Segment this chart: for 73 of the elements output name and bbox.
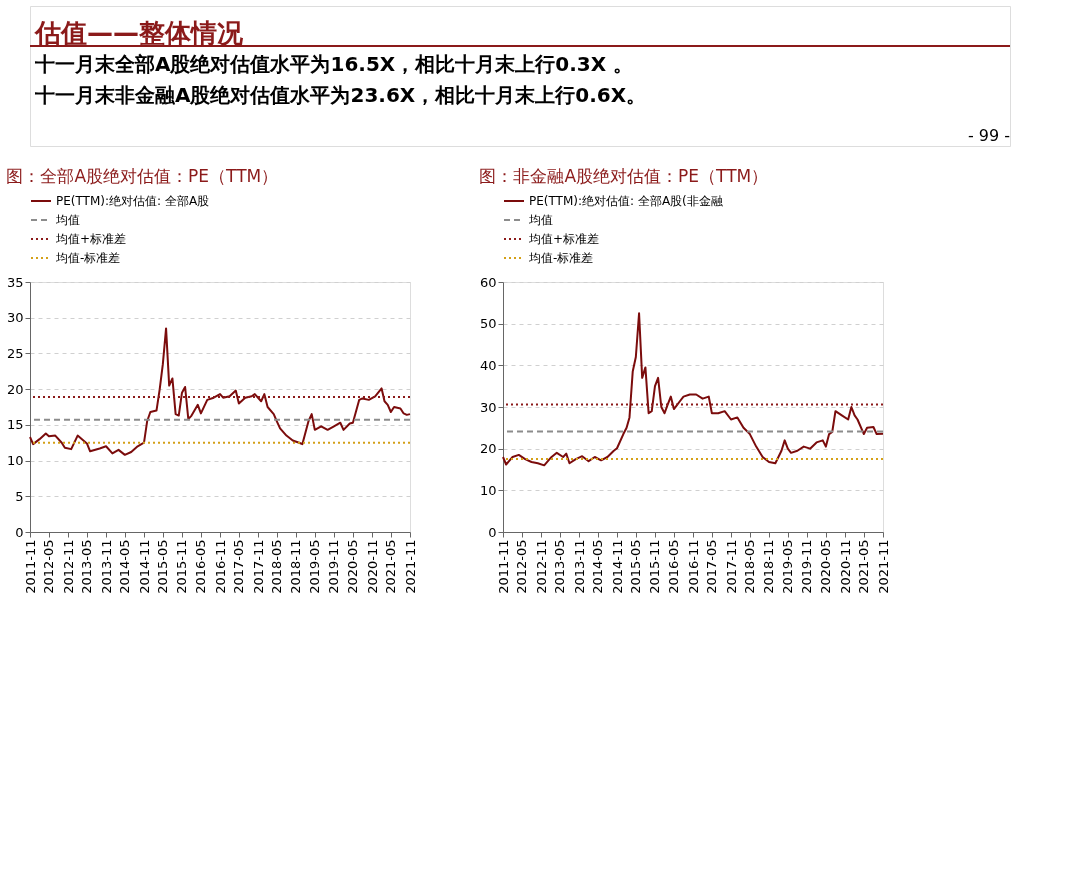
x-tick-label: 2016-05 (666, 539, 682, 594)
legend-label: 均值+标准差 (55, 232, 127, 246)
y-tick-label: 25 (6, 345, 24, 361)
legend-label: PE(TTM):绝对估值: 全部A股(非金融 (529, 194, 723, 208)
text: 十一月末全部A股绝对估值水平为16.5X，相比十月末上行0.3X 。 (34, 52, 634, 76)
y-tick-label: 30 (479, 399, 497, 415)
x-tick-label: 2015-11 (174, 539, 190, 594)
line-series (29, 327, 411, 456)
x-tick-label: 2016-11 (212, 539, 228, 594)
legend-label: 均值-标准差 (55, 251, 121, 265)
x-tick-label: 2013-11 (98, 539, 114, 594)
x-tick-label: 2021-11 (875, 539, 891, 594)
x-tick-label: 2021-05 (383, 539, 399, 594)
y-tick-label: 30 (6, 310, 24, 326)
x-tick-label: 2020-05 (345, 539, 361, 594)
chart-title: 图：非金融A股绝对估值：PE（TTM） (479, 166, 769, 186)
y-tick-label: 40 (479, 357, 497, 373)
x-tick-label: 2017-05 (704, 539, 720, 594)
y-tick-label: 10 (6, 453, 24, 469)
x-tick-label: 2017-05 (231, 539, 247, 594)
x-tick-label: 2013-05 (79, 539, 95, 594)
x-tick-label: 2012-05 (514, 539, 530, 594)
x-tick-label: 2021-05 (856, 539, 872, 594)
chart-title: 图：全部A股绝对估值：PE（TTM） (6, 166, 279, 186)
y-tick-label: 20 (6, 381, 24, 397)
x-tick-label: 2019-11 (326, 539, 342, 594)
legend-label: PE(TTM):绝对估值: 全部A股 (56, 194, 210, 208)
x-tick-label: 2014-11 (136, 539, 152, 594)
x-tick-label: 2020-11 (364, 539, 380, 594)
x-tick-label: 2015-05 (155, 539, 171, 594)
x-tick-label: 2017-11 (250, 539, 266, 594)
text: - 99 - (967, 126, 1010, 145)
y-tick-label: 0 (15, 524, 24, 540)
x-tick-label: 2013-05 (552, 539, 568, 594)
x-tick-label: 2016-05 (193, 539, 209, 594)
x-tick-label: 2019-11 (799, 539, 815, 594)
x-tick-label: 2018-11 (288, 539, 304, 594)
y-tick-label: 15 (6, 417, 24, 433)
x-tick-label: 2018-05 (742, 539, 758, 594)
y-tick-label: 35 (6, 274, 24, 290)
y-tick-label: 60 (479, 274, 497, 290)
y-tick-label: 50 (479, 316, 497, 332)
x-tick-label: 2014-05 (590, 539, 606, 594)
y-tick-label: 10 (479, 482, 497, 498)
legend-label: 均值+标准差 (528, 232, 600, 246)
y-tick-label: 5 (15, 488, 24, 504)
x-tick-label: 2013-11 (571, 539, 587, 594)
text: 估值——整体情况 (34, 17, 244, 48)
legend-label: 均值 (528, 213, 553, 227)
x-tick-label: 2011-11 (495, 539, 511, 594)
text: 十一月末非金融A股绝对估值水平为23.6X，相比十月末上行0.6X。 (34, 83, 647, 108)
x-tick-label: 2012-11 (533, 539, 549, 594)
legend-label: 均值-标准差 (528, 251, 594, 265)
x-tick-label: 2015-11 (647, 539, 663, 594)
x-tick-label: 2014-11 (609, 539, 625, 594)
x-tick-label: 2021-11 (402, 539, 418, 594)
x-tick-label: 2012-11 (60, 539, 76, 594)
y-tick-label: 0 (488, 524, 497, 540)
x-tick-label: 2018-05 (269, 539, 285, 594)
x-tick-label: 2016-11 (685, 539, 701, 594)
x-tick-label: 2011-11 (22, 539, 38, 594)
x-tick-label: 2019-05 (307, 539, 323, 594)
x-tick-label: 2014-05 (117, 539, 133, 594)
line-series (502, 312, 884, 467)
x-tick-label: 2020-11 (837, 539, 853, 594)
x-tick-label: 2017-11 (723, 539, 739, 594)
legend-label: 均值 (55, 213, 80, 227)
x-tick-label: 2012-05 (41, 539, 57, 594)
y-tick-label: 20 (479, 441, 497, 457)
x-tick-label: 2015-05 (628, 539, 644, 594)
x-tick-label: 2018-11 (761, 539, 777, 594)
x-tick-label: 2020-05 (818, 539, 834, 594)
x-tick-label: 2019-05 (780, 539, 796, 594)
